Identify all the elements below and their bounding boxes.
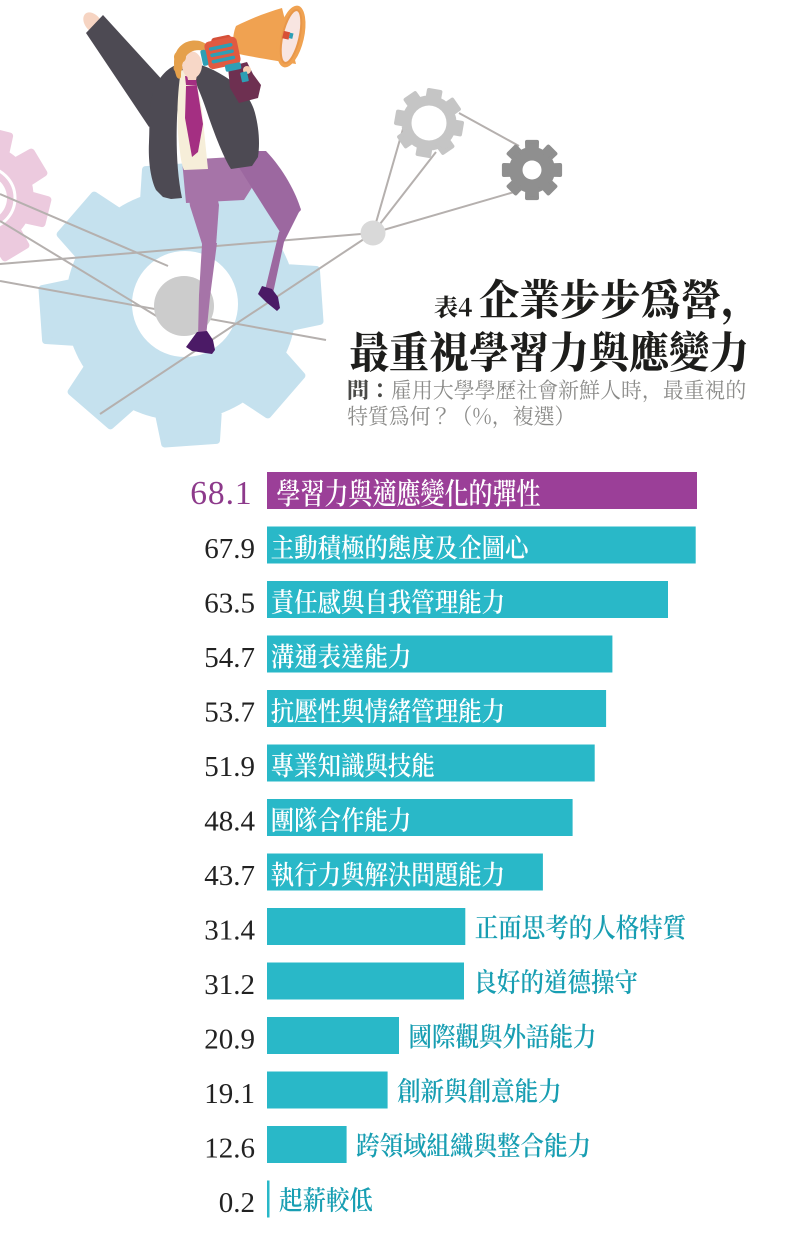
svg-text:68.1: 68.1 [190, 475, 252, 512]
svg-text:19.1: 19.1 [204, 1078, 255, 1110]
svg-text:31.2: 31.2 [204, 969, 255, 1001]
svg-text:51.9: 51.9 [204, 751, 255, 783]
svg-text:31.4: 31.4 [204, 914, 255, 946]
svg-text:43.7: 43.7 [204, 860, 255, 892]
svg-text:48.4: 48.4 [204, 805, 255, 837]
svg-text:54.7: 54.7 [204, 642, 255, 674]
svg-text:53.7: 53.7 [204, 696, 255, 728]
svg-text:0.2: 0.2 [219, 1187, 255, 1219]
svg-text:12.6: 12.6 [204, 1132, 255, 1164]
svg-text:67.9: 67.9 [204, 533, 255, 565]
svg-text:20.9: 20.9 [204, 1023, 255, 1055]
svg-text:63.5: 63.5 [204, 587, 255, 619]
